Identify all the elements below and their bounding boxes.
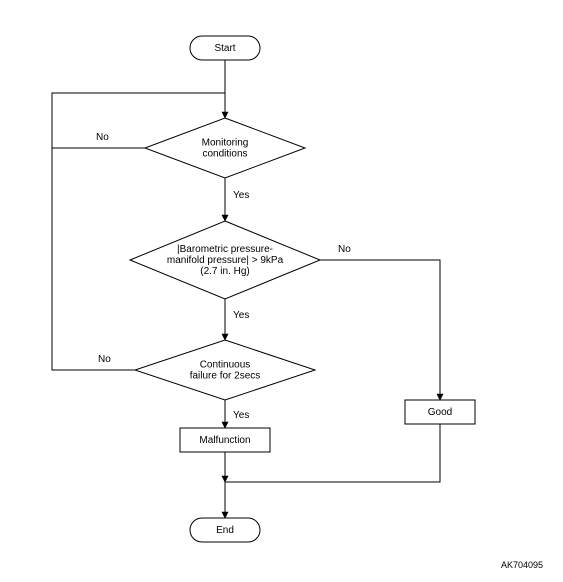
node-malf-label-line-0: Malfunction [199,435,250,446]
diagram-id: AK704095 [501,560,543,570]
node-monitor-label-line-1: conditions [202,149,247,160]
edge-label-e_baro_no: No [338,244,351,255]
node-start-label-line-0: Start [214,43,235,54]
edge-e_baro_no [320,260,440,400]
node-baro-label-line-0: |Barometric pressure- [177,244,273,255]
node-cont-label-line-0: Continuous [200,360,251,371]
node-end: End [190,518,260,542]
node-good: Good [405,400,475,424]
node-baro: |Barometric pressure-manifold pressure| … [130,221,320,299]
edge-label-e_baro_cont: Yes [233,310,249,321]
node-cont: Continuousfailure for 2secs [135,340,315,400]
node-baro-label-line-2: (2.7 in. Hg) [200,266,249,277]
edge-label-e_monitor_baro: Yes [233,190,249,201]
node-start: Start [190,36,260,60]
edge-label-e_cont_malf: Yes [233,410,249,421]
node-end-label-line-0: End [216,525,234,536]
edge-e_cont_no [52,93,135,370]
node-monitor: Monitoringconditions [145,118,305,178]
edge-label-e_monitor_no: No [96,132,109,143]
node-monitor-label-line-0: Monitoring [202,138,249,149]
edge-label-e_cont_no: No [98,354,111,365]
node-malf: Malfunction [180,428,270,452]
node-baro-label-line-1: manifold pressure| > 9kPa [167,255,284,266]
node-good-label-line-0: Good [428,407,452,418]
node-cont-label-line-1: failure for 2secs [190,371,261,382]
